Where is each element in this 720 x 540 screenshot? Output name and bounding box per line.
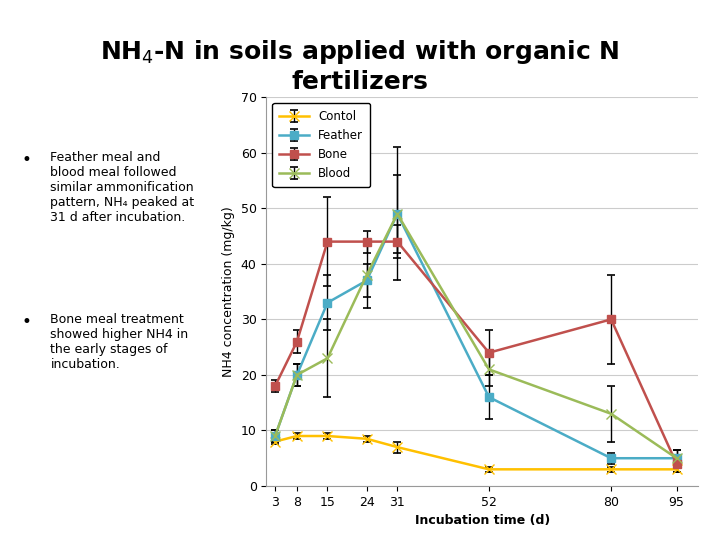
Text: •: • [22, 313, 32, 331]
Text: •: • [22, 151, 32, 169]
Text: Feather meal and
blood meal followed
similar ammonification
pattern, NH₄ peaked : Feather meal and blood meal followed sim… [50, 151, 194, 224]
Legend: Contol, Feather, Bone, Blood: Contol, Feather, Bone, Blood [272, 103, 370, 187]
Text: Bone meal treatment
showed higher NH4 in
the early stages of
incubation.: Bone meal treatment showed higher NH4 in… [50, 313, 189, 371]
Text: NH$_4$-N in soils applied with organic N
fertilizers: NH$_4$-N in soils applied with organic N… [100, 38, 620, 93]
X-axis label: Incubation time (d): Incubation time (d) [415, 514, 550, 527]
Y-axis label: NH4 concentration (mg/kg): NH4 concentration (mg/kg) [222, 206, 235, 377]
